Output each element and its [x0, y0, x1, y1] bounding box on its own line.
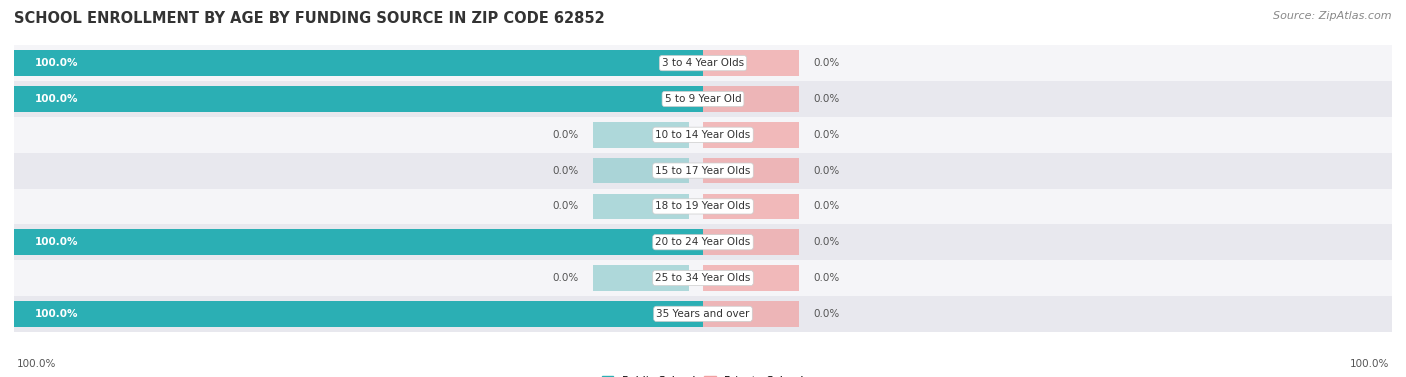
Text: 0.0%: 0.0% — [813, 309, 839, 319]
Bar — [593, 158, 689, 184]
Bar — [14, 260, 1392, 296]
Text: 0.0%: 0.0% — [553, 166, 579, 176]
Text: 100.0%: 100.0% — [1350, 359, 1389, 369]
Text: 3 to 4 Year Olds: 3 to 4 Year Olds — [662, 58, 744, 68]
Text: 100.0%: 100.0% — [35, 309, 79, 319]
Bar — [14, 301, 703, 327]
Text: 0.0%: 0.0% — [553, 273, 579, 283]
Text: 100.0%: 100.0% — [17, 359, 56, 369]
Text: 10 to 14 Year Olds: 10 to 14 Year Olds — [655, 130, 751, 140]
Text: 100.0%: 100.0% — [35, 58, 79, 68]
Bar — [14, 117, 1392, 153]
Bar — [14, 229, 703, 255]
Bar — [14, 50, 703, 76]
Legend: Public School, Private School: Public School, Private School — [599, 372, 807, 377]
Text: 0.0%: 0.0% — [813, 273, 839, 283]
Text: 20 to 24 Year Olds: 20 to 24 Year Olds — [655, 237, 751, 247]
Bar — [593, 265, 689, 291]
Bar — [14, 153, 1392, 188]
Text: SCHOOL ENROLLMENT BY AGE BY FUNDING SOURCE IN ZIP CODE 62852: SCHOOL ENROLLMENT BY AGE BY FUNDING SOUR… — [14, 11, 605, 26]
Text: 0.0%: 0.0% — [813, 201, 839, 211]
Text: 0.0%: 0.0% — [813, 58, 839, 68]
Bar — [703, 86, 800, 112]
Text: 0.0%: 0.0% — [553, 130, 579, 140]
Text: 0.0%: 0.0% — [553, 201, 579, 211]
Bar — [593, 122, 689, 148]
Bar — [14, 81, 1392, 117]
Text: 100.0%: 100.0% — [35, 237, 79, 247]
Bar — [14, 86, 703, 112]
Bar — [593, 193, 689, 219]
Bar — [14, 188, 1392, 224]
Text: 0.0%: 0.0% — [813, 166, 839, 176]
Bar — [703, 122, 800, 148]
Bar — [703, 229, 800, 255]
Text: 25 to 34 Year Olds: 25 to 34 Year Olds — [655, 273, 751, 283]
Text: 18 to 19 Year Olds: 18 to 19 Year Olds — [655, 201, 751, 211]
Text: 0.0%: 0.0% — [813, 237, 839, 247]
Bar — [703, 265, 800, 291]
Bar — [14, 224, 1392, 260]
Text: Source: ZipAtlas.com: Source: ZipAtlas.com — [1274, 11, 1392, 21]
Text: 35 Years and over: 35 Years and over — [657, 309, 749, 319]
Bar — [14, 45, 1392, 81]
Bar — [703, 158, 800, 184]
Text: 100.0%: 100.0% — [35, 94, 79, 104]
Text: 5 to 9 Year Old: 5 to 9 Year Old — [665, 94, 741, 104]
Text: 15 to 17 Year Olds: 15 to 17 Year Olds — [655, 166, 751, 176]
Text: 0.0%: 0.0% — [813, 94, 839, 104]
Bar — [703, 50, 800, 76]
Bar — [703, 193, 800, 219]
Bar — [14, 296, 1392, 332]
Text: 0.0%: 0.0% — [813, 130, 839, 140]
Bar — [703, 301, 800, 327]
